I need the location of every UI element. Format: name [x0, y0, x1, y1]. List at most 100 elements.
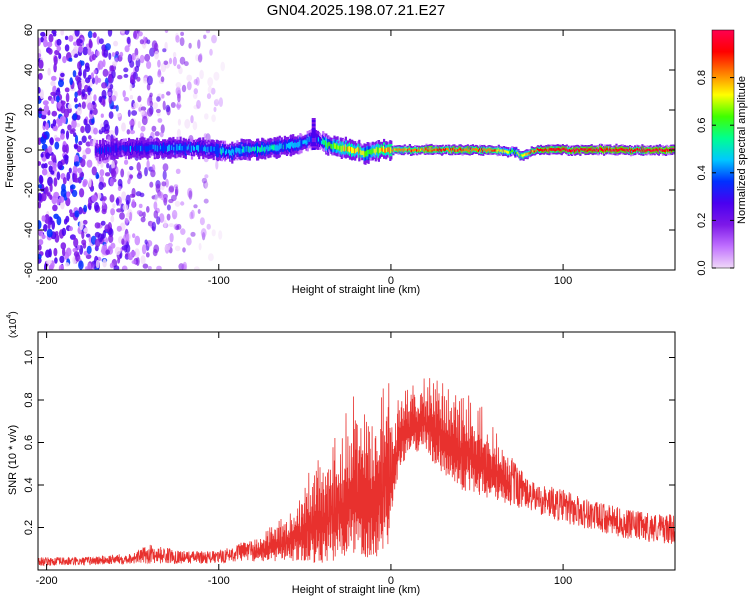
noise-speck — [162, 48, 167, 53]
noise-speck — [117, 75, 123, 80]
noise-speck — [110, 167, 116, 178]
noise-speck — [193, 78, 198, 85]
ridge-spike — [311, 120, 316, 122]
noise-speck — [147, 266, 152, 270]
noise-speck — [115, 51, 120, 56]
figure-title: GN04.2025.198.07.21.E27 — [267, 2, 445, 19]
noise-speck — [175, 186, 179, 196]
y-tick-label: 20 — [23, 104, 35, 116]
snr-x-axis-label: Height of straight line (km) — [292, 584, 420, 596]
noise-speck — [94, 75, 99, 85]
noise-speck — [129, 174, 134, 179]
noise-speck — [197, 54, 203, 63]
noise-speck — [51, 75, 57, 82]
noise-speck — [186, 237, 192, 246]
noise-speck — [206, 223, 211, 230]
noise-speck — [64, 262, 70, 267]
noise-speck — [160, 76, 165, 83]
noise-speck — [213, 71, 220, 81]
noise-speck — [78, 140, 83, 146]
colorbar-tick-label: 0.0 — [696, 260, 708, 275]
noise-speck — [53, 247, 58, 257]
y-tick-label: 0 — [23, 147, 35, 153]
noise-speck — [207, 77, 214, 87]
noise-speck — [209, 48, 213, 56]
noise-speck — [43, 38, 48, 48]
noise-speck — [203, 180, 209, 189]
ridge-cell-core — [248, 146, 251, 154]
ridge-spike — [311, 118, 316, 120]
ridge-cell-core — [606, 147, 609, 151]
noise-speck — [137, 95, 142, 103]
noise-speck — [111, 52, 116, 57]
noise-speck — [165, 104, 171, 113]
noise-speck — [41, 234, 46, 240]
colorbar: 0.0 0.2 0.4 0.6 0.8 Normalized spectral ampl… — [696, 29, 748, 276]
noise-speck — [69, 77, 73, 86]
noise-speck — [156, 265, 162, 270]
noise-speck — [213, 106, 217, 112]
noise-speck — [121, 265, 128, 270]
noise-speck — [179, 56, 186, 65]
noise-speck — [190, 209, 195, 219]
noise-speck — [213, 99, 220, 107]
noise-speck — [141, 115, 148, 126]
x-tick-label: 100 — [554, 275, 572, 287]
ridge-cell-core — [123, 147, 126, 152]
noise-speck — [203, 133, 208, 139]
noise-speck — [81, 88, 86, 98]
x-tick-label: -100 — [208, 275, 230, 287]
ridge-cell-core — [139, 145, 142, 153]
noise-speck — [215, 160, 219, 170]
noise-speck — [157, 70, 162, 78]
noise-speck — [95, 50, 100, 57]
noise-speck — [133, 102, 139, 109]
noise-speck — [51, 154, 57, 163]
noise-speck — [73, 177, 80, 183]
noise-speck — [199, 69, 204, 80]
noise-speck — [80, 60, 85, 66]
noise-speck — [153, 201, 158, 211]
noise-speck — [176, 64, 181, 70]
noise-speck — [71, 119, 77, 129]
noise-speck — [141, 244, 147, 255]
noise-speck — [116, 113, 122, 118]
noise-speck — [41, 215, 46, 222]
noise-speck — [112, 61, 118, 67]
ridge-spike — [311, 122, 316, 124]
noise-speck — [60, 104, 66, 114]
noise-speck — [76, 38, 81, 47]
snr-multiplier-base: (x10 — [8, 318, 19, 338]
noise-speck — [77, 81, 82, 91]
noise-speck — [66, 171, 71, 182]
noise-speck — [211, 34, 217, 44]
colorbar-tick-label: 0.6 — [696, 118, 708, 133]
noise-speck — [129, 129, 136, 135]
ridge-cell-core — [108, 147, 111, 152]
noise-speck — [62, 177, 67, 185]
noise-speck — [122, 90, 126, 98]
noise-speck — [70, 184, 76, 190]
noise-speck — [150, 169, 156, 178]
noise-speck — [140, 106, 147, 111]
noise-speck — [139, 54, 145, 64]
noise-speck — [47, 67, 51, 76]
ridge-cell-core — [621, 147, 624, 151]
noise-speck — [146, 39, 151, 45]
noise-speck — [87, 262, 92, 270]
noise-speck — [66, 191, 70, 199]
noise-speck — [38, 239, 44, 246]
noise-speck — [146, 107, 153, 117]
noise-speck — [121, 245, 128, 251]
noise-speck — [60, 30, 65, 36]
noise-speck — [218, 97, 223, 107]
noise-speck — [78, 45, 84, 53]
noise-speck — [53, 191, 60, 199]
noise-speck — [172, 51, 177, 59]
noise-speck — [199, 217, 205, 226]
y-tick-label: 1.0 — [23, 350, 35, 365]
noise-speck — [77, 167, 83, 174]
ridge-cell-core — [673, 148, 675, 151]
noise-speck — [101, 82, 108, 89]
noise-speck — [136, 210, 143, 215]
